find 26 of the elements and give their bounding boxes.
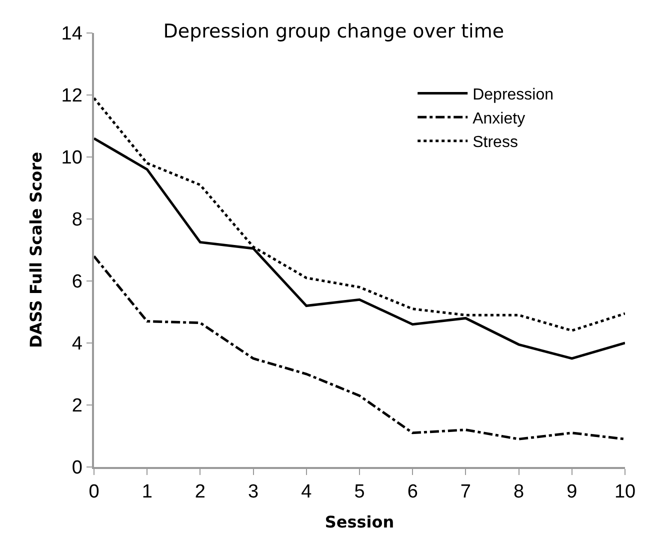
x-tick-label: 7 (460, 482, 471, 503)
y-tick-label: 0 (72, 458, 82, 479)
legend-label: Depression (472, 86, 554, 104)
y-axis-title: DASS Full Scale Score (26, 152, 46, 348)
y-tick-label: 2 (72, 396, 82, 417)
y-tick-label: 10 (61, 148, 82, 169)
y-tick-label: 12 (61, 86, 82, 107)
y-tick-label: 8 (72, 210, 82, 231)
line-series (94, 254, 625, 440)
legend-label: Stress (472, 134, 518, 152)
x-tick-label: 8 (514, 482, 524, 503)
legend-label: Anxiety (472, 110, 526, 128)
x-tick-label: 4 (301, 482, 312, 503)
x-tick-label: 2 (194, 482, 206, 503)
x-axis-title: Session (324, 512, 394, 532)
x-tick-label: 9 (566, 482, 578, 503)
x-tick-label: 0 (88, 482, 100, 503)
x-tick-label: 10 (614, 482, 636, 503)
x-tick-label: 1 (142, 482, 152, 503)
y-tick-label: 4 (72, 334, 83, 355)
x-tick-label: 6 (407, 482, 418, 503)
y-tick-label: 14 (61, 24, 83, 45)
x-tick-label: 5 (354, 482, 365, 503)
x-tick-label: 3 (248, 482, 259, 503)
chart-title: Depression group change over time (163, 20, 504, 43)
y-tick-label: 6 (72, 272, 82, 293)
